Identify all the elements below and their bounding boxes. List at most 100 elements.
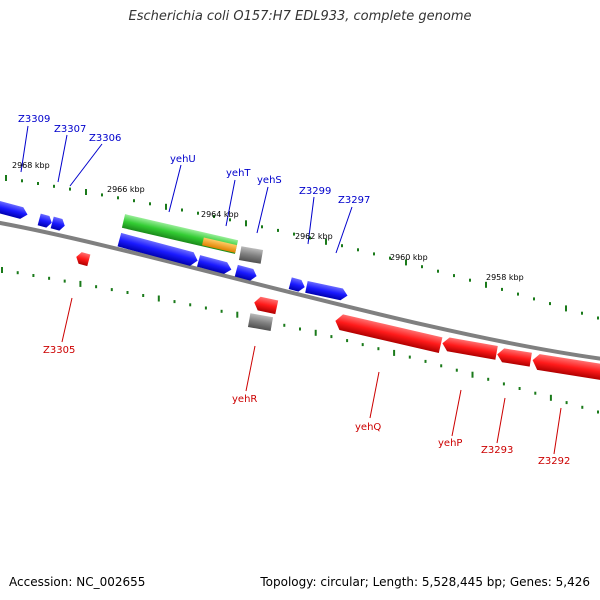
tick-minor xyxy=(361,343,364,347)
tick-minor xyxy=(597,316,599,320)
tick-minor xyxy=(37,182,39,185)
gene-block-yehr[interactable] xyxy=(253,296,279,315)
gene-block-yehu[interactable] xyxy=(117,232,200,267)
tick-minor xyxy=(455,368,458,372)
gene-block-z3306[interactable] xyxy=(50,216,67,232)
gene-block-z3293[interactable] xyxy=(496,347,532,367)
tick-minor xyxy=(341,244,343,248)
map-title: Escherichia coli O157:H7 EDL933, complet… xyxy=(128,9,472,24)
tick-minor xyxy=(277,228,279,232)
genome-backbone xyxy=(0,220,600,361)
gene-label-z3299: Z3299 xyxy=(299,186,331,197)
tick-minor xyxy=(189,303,192,307)
leader-z3293 xyxy=(496,397,506,444)
tick-minor xyxy=(534,391,537,395)
gene-block-z3292[interactable] xyxy=(531,353,600,382)
scale-label-2962: 2962 kbp xyxy=(295,232,333,241)
tick-minor xyxy=(63,279,66,283)
tick-minor xyxy=(53,184,55,188)
scale-label-2958: 2958 kbp xyxy=(486,273,524,282)
gene-label-z3305: Z3305 xyxy=(43,345,75,356)
tick-row-upper xyxy=(5,175,599,320)
tick-minor xyxy=(142,294,145,297)
leader-z3299 xyxy=(307,196,315,245)
tick-major xyxy=(236,311,239,318)
gene-label-yehr: yehR xyxy=(232,394,257,405)
tick-minor xyxy=(389,256,391,260)
genome-summary-text: Topology: circular; Length: 5,528,445 bp… xyxy=(260,575,590,589)
leader-z3297 xyxy=(335,206,353,254)
scale-label-2968: 2968 kbp xyxy=(12,161,50,170)
tick-major xyxy=(393,349,396,356)
leader-z3309 xyxy=(20,125,29,173)
tick-minor xyxy=(220,309,223,313)
tick-minor xyxy=(533,297,535,301)
tick-major xyxy=(85,189,87,195)
tick-major xyxy=(165,203,167,210)
tick-minor xyxy=(565,401,568,405)
tick-minor xyxy=(469,278,471,282)
gene-block-z3297[interactable] xyxy=(305,280,349,301)
gene-label-z3292: Z3292 xyxy=(538,456,570,467)
tick-minor xyxy=(69,187,71,191)
tick-minor xyxy=(346,339,349,343)
leader-yehr xyxy=(245,345,256,392)
leader-z3306 xyxy=(69,143,103,187)
tick-minor xyxy=(173,300,176,304)
gene-block-z3307[interactable] xyxy=(37,213,54,229)
leader-yehu xyxy=(168,164,182,213)
gene-block-yeht[interactable] xyxy=(196,255,233,275)
tick-minor xyxy=(229,218,231,222)
tick-minor xyxy=(440,364,443,368)
tick-minor xyxy=(197,211,199,215)
gene-label-yeht: yehT xyxy=(226,168,251,179)
tick-minor xyxy=(283,323,286,327)
gene-block-yehq[interactable] xyxy=(334,313,443,353)
tick-minor xyxy=(581,405,584,409)
tick-major xyxy=(549,394,552,401)
tick-minor xyxy=(213,215,215,218)
leader-z3307 xyxy=(57,134,68,183)
gene-block-yehp[interactable] xyxy=(441,336,498,360)
tick-minor xyxy=(126,291,129,294)
tick-minor xyxy=(487,377,490,381)
tick-minor xyxy=(502,382,505,386)
gene-block-z3309[interactable] xyxy=(0,196,29,220)
tick-minor xyxy=(437,269,439,273)
gene-block-z3305[interactable] xyxy=(75,251,91,267)
tick-major xyxy=(5,175,7,181)
tick-minor xyxy=(330,335,333,339)
tick-minor xyxy=(16,271,19,275)
tick-major xyxy=(485,281,487,288)
feature-block-gray-lower[interactable] xyxy=(247,313,274,331)
gene-label-z3293: Z3293 xyxy=(481,445,513,456)
tick-minor xyxy=(181,208,183,212)
gene-label-z3309: Z3309 xyxy=(18,114,50,125)
tick-minor xyxy=(48,276,51,280)
tick-major xyxy=(405,259,407,266)
tick-minor xyxy=(261,225,263,229)
tick-major xyxy=(79,280,82,287)
tick-minor xyxy=(299,327,301,331)
tick-minor xyxy=(581,311,583,315)
tick-minor xyxy=(149,202,151,206)
gene-label-yehs: yehS xyxy=(257,175,282,186)
gene-block-z3299[interactable] xyxy=(288,277,307,292)
leader-yehp xyxy=(451,389,462,437)
gene-block-yehs[interactable] xyxy=(234,264,258,282)
gene-label-yehq: yehQ xyxy=(355,422,381,433)
tick-major xyxy=(314,329,317,336)
feature-block-gray-upper[interactable] xyxy=(238,246,264,264)
tick-minor xyxy=(204,306,207,310)
tick-minor xyxy=(377,347,380,351)
tick-minor xyxy=(95,285,98,289)
scale-label-2964: 2964 kbp xyxy=(201,210,239,219)
gene-block-highlight[interactable] xyxy=(121,214,239,254)
tick-minor xyxy=(597,410,599,414)
scale-label-2966: 2966 kbp xyxy=(107,185,145,194)
tick-major xyxy=(565,305,567,312)
tick-minor xyxy=(293,232,295,236)
tick-minor xyxy=(110,288,113,292)
